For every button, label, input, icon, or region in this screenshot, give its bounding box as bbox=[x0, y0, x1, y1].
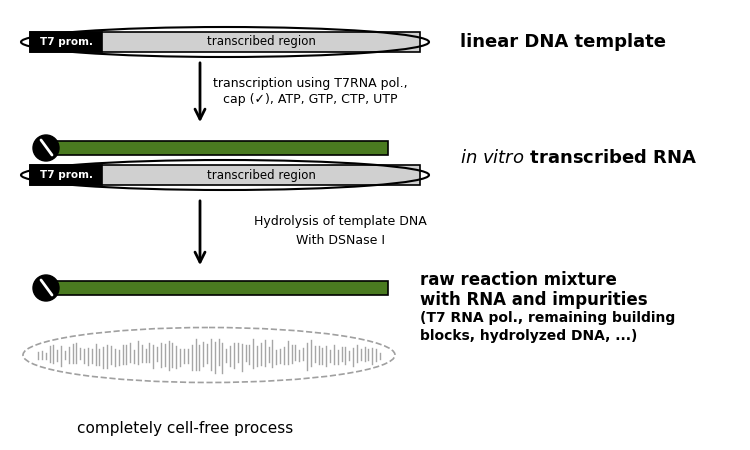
Bar bbox=[30, 165, 102, 185]
Text: with RNA and impurities: with RNA and impurities bbox=[420, 291, 647, 309]
Bar bbox=[48, 281, 388, 295]
Text: T7 prom.: T7 prom. bbox=[40, 170, 92, 180]
Text: With DSNase I: With DSNase I bbox=[296, 234, 385, 247]
Text: raw reaction mixture: raw reaction mixture bbox=[420, 271, 616, 289]
Text: (T7 RNA pol., remaining building: (T7 RNA pol., remaining building bbox=[420, 311, 675, 325]
Text: linear DNA template: linear DNA template bbox=[460, 33, 666, 51]
Circle shape bbox=[33, 135, 59, 161]
Text: transcription using T7RNA pol.,: transcription using T7RNA pol., bbox=[213, 76, 407, 90]
Bar bbox=[48, 141, 388, 155]
Circle shape bbox=[33, 275, 59, 301]
Text: completely cell-free process: completely cell-free process bbox=[76, 420, 293, 436]
Text: transcribed region: transcribed region bbox=[206, 36, 316, 49]
Text: blocks, hydrolyzed DNA, ...): blocks, hydrolyzed DNA, ...) bbox=[420, 329, 638, 343]
Text: transcribed region: transcribed region bbox=[206, 168, 316, 181]
Bar bbox=[30, 32, 420, 52]
Text: $\mathit{in\ vitro}$ transcribed RNA: $\mathit{in\ vitro}$ transcribed RNA bbox=[460, 149, 698, 167]
Bar bbox=[30, 165, 420, 185]
Bar bbox=[30, 32, 102, 52]
Text: Hydrolysis of template DNA: Hydrolysis of template DNA bbox=[254, 216, 426, 229]
Text: cap (✓), ATP, GTP, CTP, UTP: cap (✓), ATP, GTP, CTP, UTP bbox=[223, 94, 398, 107]
Text: T7 prom.: T7 prom. bbox=[40, 37, 92, 47]
